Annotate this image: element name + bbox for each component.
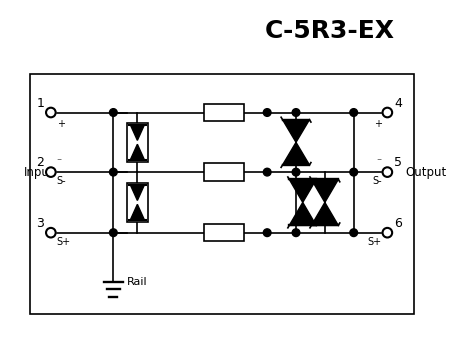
Polygon shape <box>130 204 144 220</box>
Circle shape <box>292 168 300 176</box>
Circle shape <box>382 228 392 238</box>
Polygon shape <box>289 180 316 202</box>
Circle shape <box>350 168 358 176</box>
Polygon shape <box>289 202 316 225</box>
Bar <box>30 74 414 314</box>
Text: Rail: Rail <box>127 277 148 287</box>
Text: S+: S+ <box>368 237 382 246</box>
Bar <box>204 104 244 121</box>
Text: 5: 5 <box>394 156 402 169</box>
Text: 4: 4 <box>394 97 402 110</box>
Circle shape <box>292 108 300 116</box>
Circle shape <box>263 108 271 116</box>
Bar <box>204 163 244 181</box>
Text: +: + <box>57 119 65 129</box>
Text: C-5R3-EX: C-5R3-EX <box>265 19 395 43</box>
Text: S+: S+ <box>57 237 71 246</box>
Polygon shape <box>283 142 310 165</box>
Circle shape <box>382 108 392 117</box>
Text: 2: 2 <box>36 156 44 169</box>
Circle shape <box>292 229 300 237</box>
Text: ⁻: ⁻ <box>57 157 62 167</box>
Polygon shape <box>311 180 338 202</box>
Polygon shape <box>283 120 310 142</box>
Bar <box>127 123 148 162</box>
Text: ⁻: ⁻ <box>377 157 382 167</box>
Text: 3: 3 <box>36 217 44 230</box>
Text: 6: 6 <box>394 217 402 230</box>
Bar <box>204 224 244 241</box>
Circle shape <box>109 168 117 176</box>
Circle shape <box>109 108 117 116</box>
Circle shape <box>46 167 56 177</box>
Polygon shape <box>130 125 144 140</box>
Circle shape <box>350 229 358 237</box>
Circle shape <box>382 167 392 177</box>
Text: S-: S- <box>372 176 382 186</box>
Text: +: + <box>374 119 382 129</box>
Polygon shape <box>130 185 144 201</box>
Text: 1: 1 <box>36 97 44 110</box>
Circle shape <box>46 228 56 238</box>
Polygon shape <box>130 144 144 160</box>
Circle shape <box>263 168 271 176</box>
Circle shape <box>109 229 117 237</box>
Text: Output: Output <box>405 166 446 179</box>
Circle shape <box>350 108 358 116</box>
Bar <box>127 183 148 222</box>
Text: Input: Input <box>24 166 54 179</box>
Polygon shape <box>311 202 338 225</box>
Circle shape <box>46 108 56 117</box>
Circle shape <box>263 229 271 237</box>
Text: S-: S- <box>57 176 66 186</box>
